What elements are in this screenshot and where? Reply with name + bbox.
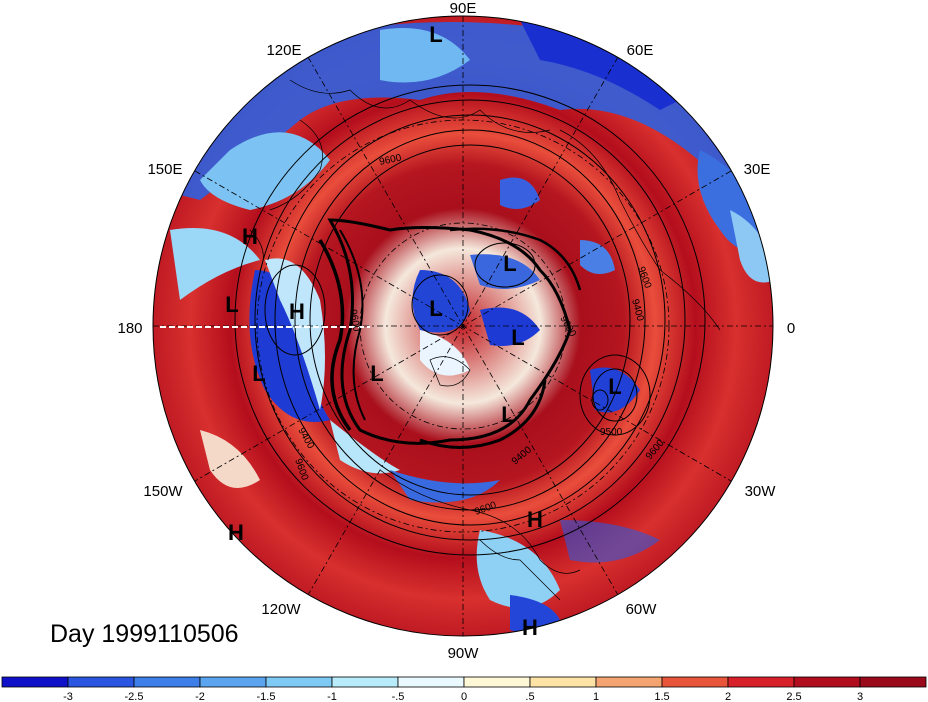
lon-label: 30E	[744, 161, 771, 178]
lon-label: 120E	[266, 42, 301, 59]
low-pressure-marker: L	[429, 22, 442, 47]
lon-label: 60E	[627, 42, 654, 59]
colorbar-swatch	[529, 676, 597, 688]
colorbar-tick-label: 2	[725, 691, 731, 702]
graticule	[153, 16, 773, 636]
lon-label: 180	[117, 320, 142, 337]
contour-label: 9500	[600, 427, 623, 438]
colorbar-swatch	[463, 676, 531, 688]
lon-label: 120W	[261, 601, 301, 618]
lon-label: 0	[787, 320, 795, 337]
colorbar-tick-label: 0	[461, 691, 467, 702]
colorbar-tick-label: -1.5	[257, 691, 276, 702]
colorbar-swatch	[397, 676, 465, 688]
colorbar-tick-label: .5	[525, 691, 534, 702]
high-pressure-marker: H	[289, 299, 305, 324]
colorbar-tick-label: 1.5	[654, 691, 669, 702]
colorbar-swatch	[265, 676, 333, 688]
low-pressure-marker: L	[503, 251, 516, 276]
map-title: Day 1999110506	[50, 620, 239, 648]
low-pressure-marker: L	[370, 361, 383, 386]
colorbar-tick-label: -2	[195, 691, 205, 702]
high-pressure-marker: H	[228, 520, 244, 545]
lon-label: 150E	[147, 161, 182, 178]
low-pressure-marker: L	[225, 292, 238, 317]
colorbar-tick-label: -.5	[392, 691, 405, 702]
colorbar-tick-label: -2.5	[125, 691, 144, 702]
colorbar-tick-label: -3	[63, 691, 73, 702]
low-pressure-marker: L	[501, 402, 514, 427]
high-pressure-marker: H	[242, 224, 258, 249]
colorbar-swatch	[661, 676, 729, 688]
colorbar-swatch	[331, 676, 399, 688]
polar-map: 90E 60E 30E 0 30W 60W 90W 120W 150W 180 …	[117, 0, 795, 662]
colorbar-swatch	[1, 676, 69, 688]
colorbar-tick-label: 1	[593, 691, 599, 702]
coastlines	[249, 79, 721, 601]
low-pressure-marker: L	[511, 325, 524, 350]
colorbar-swatch	[199, 676, 267, 688]
colorbar-tick-label: 2.5	[786, 691, 801, 702]
longitude-labels: 90E 60E 30E 0 30W 60W 90W 120W 150W 180 …	[117, 0, 795, 662]
lon-label: 150W	[143, 483, 183, 500]
contour-label: 9600	[378, 152, 402, 167]
colorbar-swatch	[727, 676, 795, 688]
lon-label: 90E	[450, 0, 477, 17]
map-border	[152, 15, 774, 637]
colorbar-tick-label: -1	[327, 691, 337, 702]
colorbar-swatch	[595, 676, 663, 688]
lon-label: 60W	[626, 601, 658, 618]
colorbar-swatch	[793, 676, 861, 688]
lon-label: 90W	[448, 645, 480, 662]
colorbar-swatch	[67, 676, 135, 688]
colorbar: -3 -2.5 -2 -1.5 -1 -.5 0 .5 1 1.5 2 2.5 3	[1, 676, 927, 702]
low-pressure-marker: L	[252, 361, 265, 386]
low-pressure-marker: L	[608, 374, 621, 399]
colorbar-swatch	[133, 676, 201, 688]
pressure-centers: L H L H L L L L L L L H H H	[225, 22, 621, 640]
low-pressure-marker: L	[429, 296, 442, 321]
high-pressure-marker: H	[527, 507, 543, 532]
contour-label: 9600	[347, 309, 362, 333]
high-pressure-marker: H	[522, 615, 538, 640]
colorbar-swatch	[859, 676, 927, 688]
colorbar-tick-label: 3	[857, 691, 863, 702]
lon-label: 30W	[745, 483, 777, 500]
